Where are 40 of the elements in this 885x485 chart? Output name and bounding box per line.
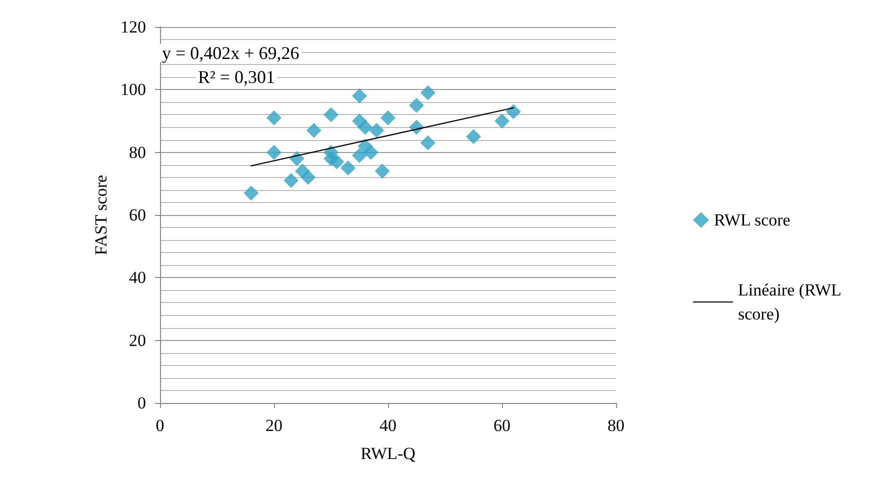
point: [352, 88, 367, 104]
point: [506, 104, 521, 120]
point: [266, 144, 282, 160]
x-axis-title: RWL-Q: [360, 444, 416, 463]
x-tick-label: 0: [156, 416, 164, 435]
point: [306, 122, 322, 138]
x-tick-label: 80: [608, 416, 624, 435]
y-tick-label: 40: [129, 268, 146, 288]
y-tick-label: 100: [120, 80, 146, 100]
point: [324, 107, 338, 122]
annotation: R² = 0,301: [198, 67, 276, 87]
y-tick-label: 60: [129, 206, 146, 224]
y-axis-title: FAST score: [92, 174, 111, 256]
point: [466, 129, 481, 144]
point: [420, 85, 436, 100]
point: [409, 98, 424, 113]
legend-label: Linéaire (RWL score): [738, 280, 845, 324]
x-tick-label: 40: [380, 416, 396, 435]
y-tick-label: 120: [120, 18, 146, 36]
y-tick-label: 80: [129, 142, 146, 162]
legend-label: RWL score: [714, 210, 790, 230]
point: [420, 135, 436, 150]
point: [300, 170, 316, 185]
point: [363, 144, 378, 160]
point: [340, 160, 356, 176]
point: [374, 164, 390, 179]
point: [358, 120, 373, 135]
point: [380, 110, 396, 126]
y-tick-label: 20: [129, 330, 146, 350]
point: [244, 186, 259, 201]
y-tick-label: 0: [138, 394, 146, 412]
point: [329, 154, 344, 170]
point: [284, 173, 299, 188]
point: [352, 148, 367, 163]
point: [266, 110, 282, 126]
point: [369, 122, 384, 138]
point: [494, 114, 510, 128]
annotation: y = 0,402x + 69,26: [162, 43, 300, 63]
x-tick-label: 20: [266, 416, 282, 435]
x-tick-label: 60: [494, 416, 510, 435]
